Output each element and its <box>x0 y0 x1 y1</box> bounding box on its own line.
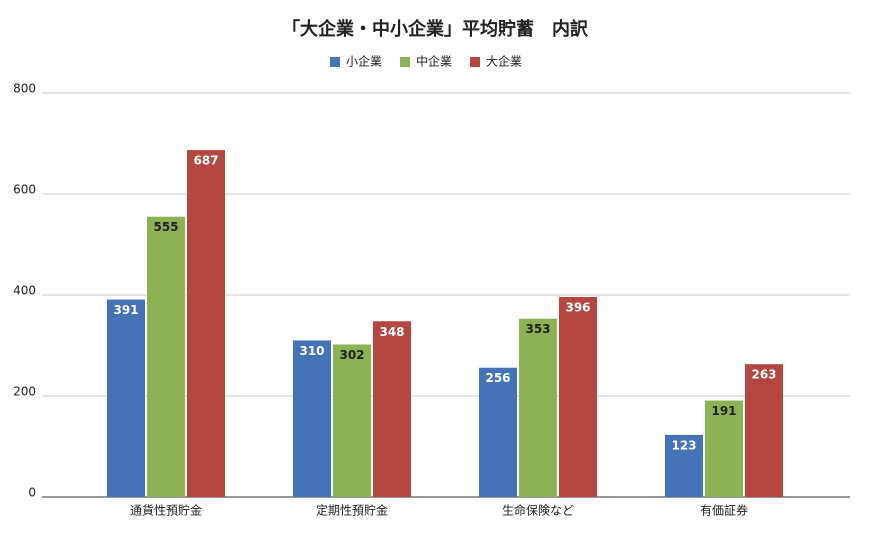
legend-swatch <box>400 57 410 67</box>
y-tick-label: 400 <box>13 284 36 298</box>
legend-label: 小企業 <box>346 54 382 69</box>
value-label: 391 <box>113 303 138 317</box>
bar <box>373 321 411 497</box>
y-tick-label: 0 <box>28 486 36 500</box>
value-label: 123 <box>671 438 696 452</box>
value-label: 310 <box>299 344 324 358</box>
legend-swatch <box>470 57 480 67</box>
x-tick-label: 生命保険など <box>502 503 574 518</box>
x-tick-label: 定期性預貯金 <box>316 503 388 518</box>
value-label: 396 <box>565 301 590 315</box>
chart-title: 「大企業・中小企業」平均貯蓄 内訳 <box>282 18 589 40</box>
value-label: 353 <box>525 322 550 336</box>
value-label: 687 <box>193 154 218 168</box>
value-label: 263 <box>751 368 776 382</box>
bar <box>705 400 743 497</box>
legend-label: 中企業 <box>416 54 452 69</box>
legend-swatch <box>330 57 340 67</box>
bar <box>293 340 331 497</box>
bar <box>559 297 597 497</box>
bar <box>333 344 371 497</box>
y-tick-label: 800 <box>13 82 36 96</box>
value-label: 302 <box>339 348 364 362</box>
bar <box>187 150 225 497</box>
legend-label: 大企業 <box>486 54 522 69</box>
bar <box>479 367 517 497</box>
value-label: 191 <box>711 404 736 418</box>
bar <box>745 364 783 497</box>
x-tick-label: 通貨性預貯金 <box>130 503 202 518</box>
y-tick-label: 600 <box>13 183 36 197</box>
bar <box>107 299 145 497</box>
bar <box>147 216 185 497</box>
bar <box>665 434 703 497</box>
value-label: 555 <box>153 220 178 234</box>
value-label: 256 <box>485 371 510 385</box>
value-label: 348 <box>379 325 404 339</box>
x-tick-label: 有価証券 <box>700 503 748 518</box>
y-tick-label: 200 <box>13 385 36 399</box>
bar <box>519 318 557 497</box>
